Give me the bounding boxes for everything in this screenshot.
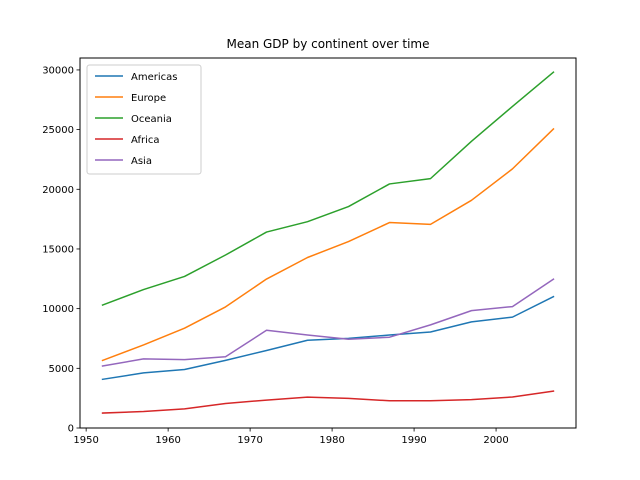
x-tick-label: 1960: [155, 435, 180, 446]
legend-label-oceania: Oceania: [131, 114, 172, 125]
legend-label-americas: Americas: [131, 72, 177, 83]
chart-title: Mean GDP by continent over time: [226, 37, 429, 51]
legend: Americas Europe Oceania Africa Asia: [86, 64, 202, 175]
series-line-oceania: [101, 71, 555, 307]
y-tick-label: 5000: [49, 364, 74, 375]
y-tick-label: 15000: [42, 244, 74, 255]
y-axis: 0 5000 10000 15000 20000 25000 30000: [42, 65, 80, 435]
y-tick-label: 30000: [42, 65, 74, 76]
y-tick-label: 0: [68, 424, 74, 435]
legend-label-europe: Europe: [131, 93, 166, 104]
plot-frame: [79, 57, 577, 429]
legend-box: [86, 64, 202, 175]
series-line-europe: [101, 127, 555, 362]
series-line-africa: [101, 390, 555, 414]
series-line-americas: [101, 295, 555, 381]
x-tick-label: 1970: [237, 435, 262, 446]
series-layer: [101, 71, 555, 414]
legend-label-africa: Africa: [131, 135, 160, 146]
y-tick-label: 20000: [42, 185, 74, 196]
legend-label-asia: Asia: [131, 156, 152, 167]
x-tick-label: 1950: [73, 435, 98, 446]
x-tick-label: 1990: [401, 435, 426, 446]
x-axis: 1950 1960 1970 1980 1990 2000: [73, 428, 509, 446]
series-line-asia: [101, 278, 555, 367]
y-tick-label: 25000: [42, 125, 74, 136]
x-tick-label: 2000: [483, 435, 508, 446]
y-tick-label: 10000: [42, 304, 74, 315]
x-tick-label: 1980: [319, 435, 344, 446]
